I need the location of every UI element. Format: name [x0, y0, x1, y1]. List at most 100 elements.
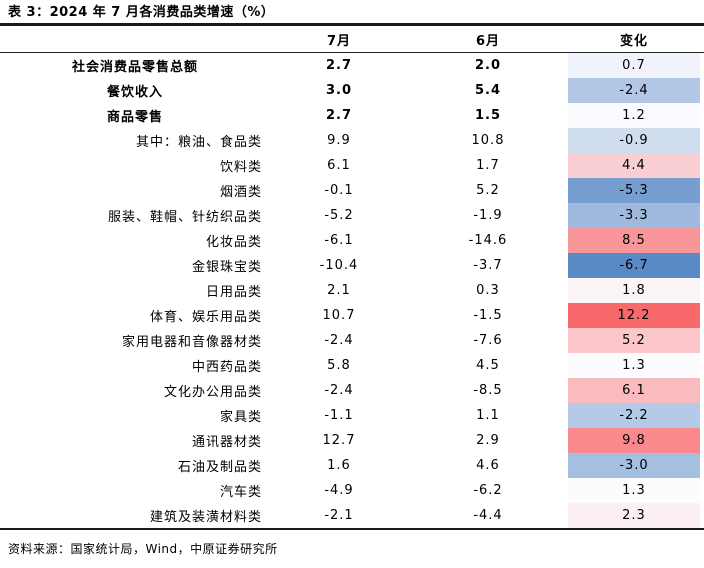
category-cell: 服装、鞋帽、针纺织品类	[107, 210, 262, 225]
change-value-cell: 1.3	[568, 478, 700, 503]
june-value-cell: 1.5	[474, 108, 502, 123]
table-bottom-rule	[0, 528, 704, 530]
change-value-cell: -3.0	[568, 453, 700, 478]
table-row: 饮料类 6.1 1.7 4.4	[0, 153, 704, 178]
category-cell: 其中：粮油、食品类	[135, 135, 262, 150]
category-cell: 汽车类	[219, 485, 262, 500]
june-value-cell: -7.6	[473, 333, 503, 348]
change-value-cell: 8.5	[568, 228, 700, 253]
june-value-cell: -1.9	[473, 208, 503, 223]
july-value-cell: 2.1	[327, 283, 351, 298]
category-cell: 金银珠宝类	[191, 260, 262, 275]
july-value-cell: -4.9	[324, 483, 354, 498]
table-header-row: 7月 6月 变化	[0, 26, 704, 53]
table-row: 商品零售 2.7 1.5 1.2	[0, 103, 704, 128]
june-value-cell: 4.6	[476, 458, 500, 473]
change-value-cell: 9.8	[568, 428, 700, 453]
change-value-cell: 12.2	[568, 303, 700, 328]
header-july: 7月	[326, 33, 352, 49]
category-cell: 日用品类	[205, 285, 262, 300]
change-value-cell: 4.4	[568, 153, 700, 178]
table-row: 通讯器材类 12.7 2.9 9.8	[0, 428, 704, 453]
table-row: 金银珠宝类 -10.4 -3.7 -6.7	[0, 253, 704, 278]
table-row: 体育、娱乐用品类 10.7 -1.5 12.2	[0, 303, 704, 328]
table-body: 社会消费品零售总额 2.7 2.0 0.7 餐饮收入 3.0 5.4 -2.4 …	[0, 53, 704, 528]
june-value-cell: 4.5	[476, 358, 500, 373]
table-row: 家具类 -1.1 1.1 -2.2	[0, 403, 704, 428]
table-row: 烟酒类 -0.1 5.2 -5.3	[0, 178, 704, 203]
category-cell: 建筑及装潢材料类	[149, 510, 262, 525]
table-row: 汽车类 -4.9 -6.2 1.3	[0, 478, 704, 503]
table-row: 石油及制品类 1.6 4.6 -3.0	[0, 453, 704, 478]
source-note: 资料来源：国家统计局，Wind，中原证券研究所	[8, 542, 278, 556]
change-value-cell: -6.7	[568, 253, 700, 278]
table-row: 家用电器和音像器材类 -2.4 -7.6 5.2	[0, 328, 704, 353]
table-row: 化妆品类 -6.1 -14.6 8.5	[0, 228, 704, 253]
change-value-cell: 1.3	[568, 353, 700, 378]
category-cell: 社会消费品零售总额	[71, 60, 198, 75]
table-row: 其中：粮油、食品类 9.9 10.8 -0.9	[0, 128, 704, 153]
june-value-cell: 2.0	[474, 58, 502, 73]
category-cell: 家具类	[219, 410, 262, 425]
july-value-cell: 6.1	[327, 158, 351, 173]
june-value-cell: -3.7	[473, 258, 503, 273]
header-change: 变化	[619, 33, 648, 49]
category-cell: 体育、娱乐用品类	[149, 310, 262, 325]
june-value-cell: -8.5	[473, 383, 503, 398]
july-value-cell: -6.1	[324, 233, 354, 248]
header-june: 6月	[475, 33, 501, 49]
july-value-cell: 3.0	[325, 83, 353, 98]
table-row: 服装、鞋帽、针纺织品类 -5.2 -1.9 -3.3	[0, 203, 704, 228]
july-value-cell: 9.9	[327, 133, 351, 148]
change-value-cell: -2.4	[568, 78, 700, 103]
change-value-cell: 5.2	[568, 328, 700, 353]
june-value-cell: -1.5	[473, 308, 503, 323]
july-value-cell: -2.4	[324, 383, 354, 398]
category-cell: 商品零售	[106, 110, 163, 125]
june-value-cell: 2.9	[476, 433, 500, 448]
june-value-cell: 1.1	[476, 408, 500, 423]
june-value-cell: 5.4	[474, 83, 502, 98]
july-value-cell: -5.2	[324, 208, 354, 223]
june-value-cell: -14.6	[468, 233, 508, 248]
change-value-cell: -5.3	[568, 178, 700, 203]
july-value-cell: -2.4	[324, 333, 354, 348]
category-cell: 化妆品类	[205, 235, 262, 250]
june-value-cell: -6.2	[473, 483, 503, 498]
july-value-cell: 2.7	[325, 108, 353, 123]
category-cell: 烟酒类	[219, 185, 262, 200]
category-cell: 文化办公用品类	[163, 385, 262, 400]
table-title: 表 3：2024 年 7 月各消费品类增速（%）	[0, 0, 704, 26]
july-value-cell: -0.1	[324, 183, 354, 198]
july-value-cell: -10.4	[319, 258, 359, 273]
change-value-cell: 1.2	[568, 103, 700, 128]
change-value-cell: 6.1	[568, 378, 700, 403]
change-value-cell: -2.2	[568, 403, 700, 428]
category-cell: 饮料类	[219, 160, 262, 175]
change-value-cell: 0.7	[568, 53, 700, 78]
table-row: 日用品类 2.1 0.3 1.8	[0, 278, 704, 303]
july-value-cell: 12.7	[322, 433, 356, 448]
category-cell: 石油及制品类	[177, 460, 262, 475]
category-cell: 中西药品类	[191, 360, 262, 375]
change-value-cell: 1.8	[568, 278, 700, 303]
table-row: 社会消费品零售总额 2.7 2.0 0.7	[0, 53, 704, 78]
category-cell: 家用电器和音像器材类	[121, 335, 262, 350]
category-cell: 通讯器材类	[191, 435, 262, 450]
change-value-cell: -3.3	[568, 203, 700, 228]
july-value-cell: 10.7	[322, 308, 356, 323]
july-value-cell: -2.1	[324, 508, 354, 523]
table-row: 中西药品类 5.8 4.5 1.3	[0, 353, 704, 378]
june-value-cell: 5.2	[476, 183, 500, 198]
june-value-cell: -4.4	[473, 508, 503, 523]
table-row: 建筑及装潢材料类 -2.1 -4.4 2.3	[0, 503, 704, 528]
july-value-cell: 1.6	[327, 458, 351, 473]
july-value-cell: 5.8	[327, 358, 351, 373]
table-row: 文化办公用品类 -2.4 -8.5 6.1	[0, 378, 704, 403]
category-cell: 餐饮收入	[106, 85, 163, 100]
june-value-cell: 0.3	[476, 283, 500, 298]
july-value-cell: 2.7	[325, 58, 353, 73]
table-row: 餐饮收入 3.0 5.4 -2.4	[0, 78, 704, 103]
june-value-cell: 10.8	[471, 133, 505, 148]
change-value-cell: -0.9	[568, 128, 700, 153]
